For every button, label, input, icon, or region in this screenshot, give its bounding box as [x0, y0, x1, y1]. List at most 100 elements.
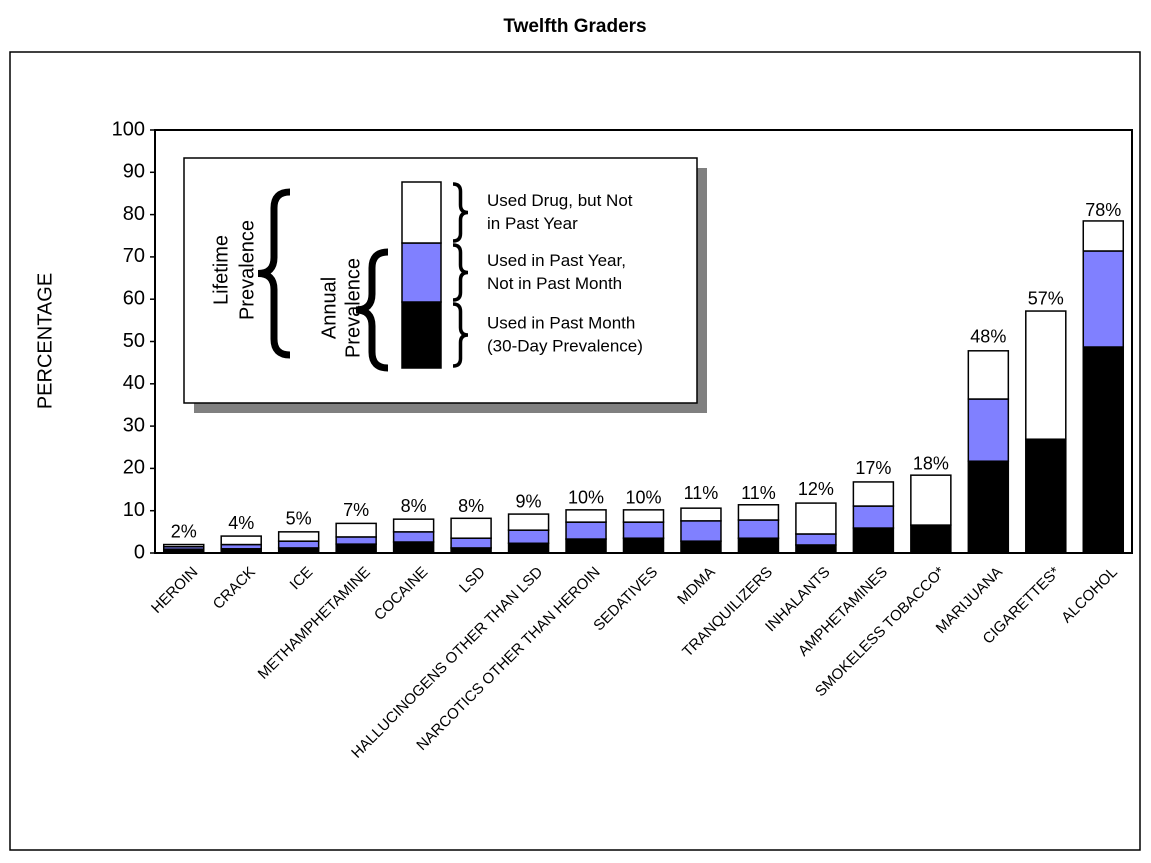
total-label: 9% [516, 492, 542, 512]
bar-segment [565, 521, 607, 540]
bar-segment [967, 350, 1010, 400]
legend-label: Used in Past Year, [487, 251, 626, 270]
bar-segment [220, 535, 262, 546]
legend-swatch [401, 301, 442, 369]
total-label: 57% [1028, 289, 1064, 309]
bar-segment [910, 524, 952, 554]
bar-segment [335, 536, 377, 545]
bar-segment [680, 540, 722, 554]
y-axis-label: PERCENTAGE [34, 273, 56, 409]
x-tick-label: LSD [456, 564, 489, 597]
total-label: 5% [286, 509, 312, 529]
bar-segment [277, 540, 320, 549]
bar-segment [162, 543, 205, 548]
legend-group-label: Prevalence [342, 258, 364, 358]
total-label: 12% [798, 479, 834, 499]
legend-swatch [401, 181, 442, 244]
total-label: 78% [1085, 200, 1121, 220]
legend-swatch [401, 242, 442, 303]
bar-segment [910, 474, 952, 526]
total-label: 48% [970, 327, 1006, 347]
y-tick-label: 80 [123, 203, 145, 225]
bar-segment [680, 520, 722, 542]
y-tick-label: 60 [123, 287, 145, 309]
total-label: 17% [855, 458, 891, 478]
bar-segment [450, 517, 492, 539]
total-label: 8% [401, 496, 427, 516]
total-label: 10% [625, 487, 661, 507]
y-tick-label: 100 [112, 118, 145, 140]
y-tick-label: 30 [123, 414, 145, 436]
total-label: 8% [458, 496, 484, 516]
legend-brace [452, 302, 469, 368]
bar-segment [1025, 310, 1067, 440]
bar-segment [450, 537, 492, 549]
y-tick-label: 20 [123, 457, 145, 479]
x-tick-label: ALCOHOL [1058, 564, 1121, 627]
bar-segment [737, 504, 780, 521]
lifetime-brace [257, 188, 291, 359]
y-tick-label: 70 [123, 245, 145, 267]
bar-segment [795, 533, 837, 546]
bar-segment [565, 538, 607, 554]
bar-segment [565, 509, 607, 523]
x-tick-label: ICE [287, 564, 317, 594]
bar-segment [335, 543, 377, 554]
bar-segment [392, 531, 435, 543]
legend-group-label: Lifetime [210, 235, 232, 305]
x-tick-label: CRACK [210, 564, 259, 613]
legend: Lifetime Prevalence Annual Prevalence Used i… [183, 157, 707, 413]
bar-segment [967, 460, 1010, 554]
total-label: 10% [568, 487, 604, 507]
legend-group-label: Annual [318, 277, 340, 339]
total-label: 18% [913, 454, 949, 474]
bar-segment [737, 537, 780, 554]
y-tick-label: 40 [123, 372, 145, 394]
legend-label: (30-Day Prevalence) [487, 336, 643, 355]
bar-segment [622, 521, 665, 539]
bar-segment [1025, 438, 1067, 554]
total-label: 11% [684, 483, 719, 503]
bar-segment [507, 529, 550, 545]
total-label: 7% [343, 500, 369, 520]
x-tick-label: HEROIN [148, 564, 201, 617]
bar-segment [1082, 250, 1125, 348]
annual-brace [355, 248, 389, 372]
x-tick-label: MDMA [674, 564, 718, 608]
legend-label: Used Drug, but Not [487, 191, 633, 210]
bar-segment [795, 544, 837, 554]
bar-segment [450, 547, 492, 554]
total-label: 11% [741, 483, 776, 503]
bar-segment [967, 398, 1010, 462]
bar-segment [1082, 346, 1125, 554]
bar-segment [392, 518, 435, 533]
bar-segment [852, 527, 895, 554]
bar-segment [507, 513, 550, 531]
legend-label: Used in Past Month [487, 313, 635, 332]
bar-segment [737, 519, 780, 539]
legend-brace [452, 182, 469, 243]
legend-group-label: Prevalence [236, 220, 258, 320]
x-tick-label: METHAMPHETAMINE [255, 564, 374, 683]
bar-segment [1082, 220, 1125, 252]
y-tick-label: 90 [123, 161, 145, 183]
legend-label: Not in Past Month [487, 274, 622, 293]
bar-segment [507, 542, 550, 554]
bar-segment [852, 505, 895, 529]
frame [9, 51, 1141, 851]
chart-title: Twelfth Graders [503, 16, 646, 37]
bar-segment [622, 509, 665, 523]
bar-segment [622, 537, 665, 554]
y-tick-label: 50 [123, 330, 145, 352]
legend-label: in Past Year [487, 214, 578, 233]
bar-segment [392, 541, 435, 554]
y-tick-label: 0 [134, 541, 145, 563]
bar-segment [277, 531, 320, 542]
bar-segment [795, 502, 837, 535]
y-tick-label: 10 [123, 499, 145, 521]
bar-segment [335, 522, 377, 538]
legend-brace [452, 243, 469, 302]
x-tick-label: COCAINE [371, 564, 431, 624]
bar-segment [277, 547, 320, 554]
